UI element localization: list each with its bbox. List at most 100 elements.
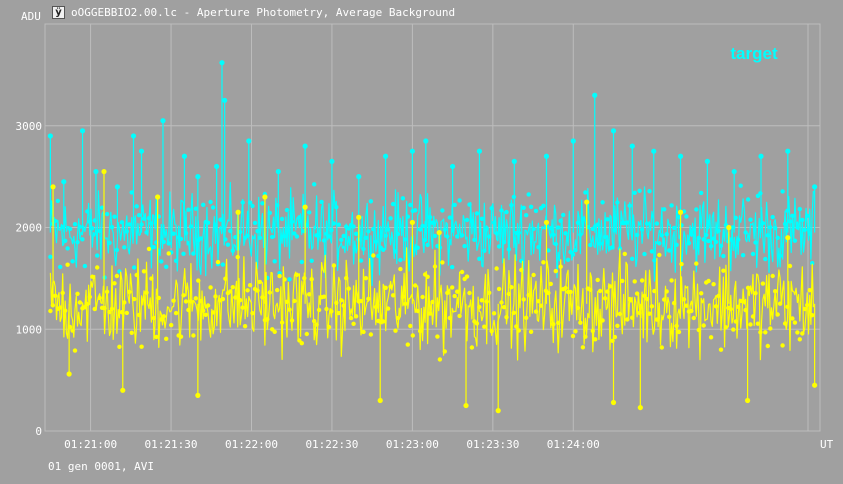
- series-point-comparison: [267, 290, 272, 295]
- series-point-target: [205, 220, 211, 225]
- series-point-target: [602, 234, 608, 239]
- series-point-comparison: [740, 299, 746, 304]
- series-point-comparison: [716, 293, 721, 299]
- series-point-target: [630, 256, 635, 261]
- series-point-comparison: [205, 303, 211, 308]
- series-point-comparison: [691, 315, 696, 321]
- series-point-target: [748, 217, 753, 222]
- series-point-target: [257, 235, 263, 240]
- series-point-comparison: [800, 331, 805, 336]
- series-point-target: [699, 190, 704, 196]
- series-point-target: [432, 233, 438, 239]
- series-point-comparison: [723, 325, 729, 330]
- series-point-comparison: [584, 199, 590, 205]
- series-point-comparison: [662, 297, 667, 302]
- series-point-target: [351, 224, 356, 229]
- series-point-target: [48, 254, 53, 259]
- series-point-comparison: [664, 289, 669, 294]
- series-point-comparison: [299, 341, 304, 346]
- series-point-comparison: [139, 344, 144, 349]
- series-point-target: [765, 233, 770, 238]
- series-point-target: [504, 209, 509, 215]
- series-point-target: [664, 232, 669, 237]
- series-point-comparison: [620, 278, 625, 284]
- series-point-target: [97, 228, 102, 234]
- series-point-comparison: [770, 273, 775, 279]
- series-point-comparison: [400, 294, 406, 299]
- series-point-comparison: [795, 330, 800, 335]
- series-point-comparison: [181, 293, 186, 298]
- series-point-comparison: [388, 284, 393, 289]
- series-point-comparison: [262, 194, 268, 200]
- series-point-comparison: [440, 260, 445, 265]
- series-point-comparison: [120, 387, 126, 393]
- series-point-target: [160, 118, 166, 124]
- series-point-comparison: [282, 277, 287, 282]
- series-point-comparison: [292, 298, 297, 304]
- series-point-target: [245, 233, 250, 238]
- series-point-target: [691, 226, 696, 232]
- x-tick-label: 01:23:00: [386, 438, 439, 451]
- series-point-comparison: [164, 336, 169, 341]
- series-point-comparison: [161, 314, 166, 319]
- series-point-target: [684, 214, 689, 219]
- series-point-comparison: [787, 263, 793, 269]
- series-point-target: [366, 229, 371, 234]
- series-point-comparison: [590, 328, 595, 334]
- series-point-target: [651, 148, 657, 154]
- series-point-target: [477, 256, 482, 261]
- series-point-target: [548, 226, 553, 231]
- series-point-target: [395, 231, 401, 237]
- series-point-target: [575, 220, 581, 225]
- series-point-target: [61, 179, 67, 185]
- series-point-target: [592, 92, 598, 98]
- series-point-target: [107, 240, 112, 245]
- series-point-comparison: [201, 308, 206, 313]
- series-point-target: [356, 174, 362, 180]
- series-point-target: [489, 206, 494, 211]
- series-point-target: [805, 213, 810, 218]
- series-point-target: [440, 208, 445, 213]
- series-point-comparison: [758, 330, 763, 335]
- series-point-comparison: [701, 323, 706, 328]
- series-point-target: [777, 253, 783, 258]
- series-point-target: [409, 148, 415, 154]
- series-point-target: [371, 226, 376, 232]
- series-point-comparison: [699, 291, 704, 296]
- series-point-target: [361, 246, 366, 252]
- series-point-comparison: [366, 296, 371, 301]
- series-point-target: [62, 238, 68, 243]
- series-point-target: [450, 163, 456, 170]
- series-point-target: [565, 257, 571, 262]
- series-point-comparison: [625, 317, 630, 322]
- y-axis-label: ADU: [21, 10, 41, 23]
- legend-target: target: [730, 44, 778, 63]
- series-point-target: [181, 153, 188, 159]
- series-point-target: [652, 258, 657, 263]
- series-point-target: [393, 249, 398, 254]
- series-point-target: [331, 221, 337, 226]
- series-point-comparison: [223, 276, 228, 281]
- series-point-comparison: [775, 312, 780, 317]
- series-point-target: [382, 153, 389, 159]
- series-point-comparison: [469, 345, 475, 350]
- series-point-comparison: [166, 251, 171, 256]
- series-point-comparison: [339, 298, 344, 303]
- series-point-comparison: [459, 269, 465, 275]
- series-point-target: [195, 174, 201, 180]
- series-point-target: [284, 207, 290, 213]
- app-icon[interactable]: ÿ: [52, 5, 65, 19]
- series-point-target: [279, 216, 285, 222]
- series-point-target: [358, 258, 364, 263]
- series-point-target: [381, 247, 386, 252]
- series-point-comparison: [427, 311, 433, 316]
- series-point-target: [570, 252, 576, 257]
- series-point-target: [780, 189, 785, 194]
- series-point-comparison: [70, 328, 75, 333]
- series-point-target: [99, 205, 105, 210]
- series-point-target: [610, 128, 617, 134]
- series-point-target: [82, 263, 88, 269]
- series-point-target: [639, 227, 645, 232]
- series-point-comparison: [233, 295, 238, 300]
